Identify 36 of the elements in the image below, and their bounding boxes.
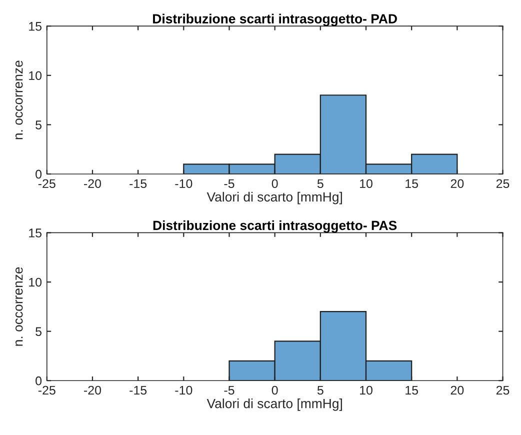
x-tick-label: -5: [224, 179, 234, 188]
x-tick-label: -20: [84, 179, 102, 188]
x-tick-label: 15: [406, 386, 418, 395]
x-tick-label: 25: [496, 179, 510, 188]
x-tick-label: -10: [175, 386, 192, 395]
x-tick-label: 10: [360, 386, 372, 395]
y-axis-title: n. occorrenze: [16, 267, 23, 346]
x-tick-label: -25: [38, 386, 56, 395]
x-tick-label: -15: [130, 386, 147, 395]
y-tick-label: 10: [29, 278, 42, 287]
y-tick-label: 10: [29, 71, 42, 80]
y-tick-label: 0: [36, 170, 42, 179]
x-axis-title: Valori di scarto [mmHg]: [206, 398, 342, 411]
x-axis-title: Valori di scarto [mmHg]: [206, 192, 342, 204]
x-tick-label: 10: [360, 179, 372, 188]
x-tick-label: -15: [130, 179, 147, 188]
y-tick-label: 5: [36, 120, 42, 130]
x-tick-label: -20: [84, 386, 102, 395]
x-tick-label: 20: [450, 179, 464, 188]
x-tick-label: -5: [224, 386, 234, 395]
y-axis-title: n. occorrenze: [16, 60, 23, 140]
y-tick-label: 0: [36, 376, 42, 386]
chart-title: Distribuzione scarti intrasoggetto- PAS: [153, 220, 397, 233]
x-tick-label: 5: [317, 179, 324, 188]
chart-title: Distribuzione scarti intrasoggetto- PAD: [153, 14, 397, 26]
x-tick-label: 5: [317, 386, 324, 395]
x-tick-label: 25: [496, 386, 510, 395]
y-tick-label: 15: [29, 228, 42, 238]
x-tick-label: -10: [175, 179, 192, 188]
x-tick-label: 15: [406, 179, 418, 188]
x-tick-label: 20: [450, 386, 464, 395]
y-tick-label: 15: [29, 22, 42, 31]
x-tick-label: -25: [38, 179, 56, 188]
x-tick-label: 0: [272, 386, 278, 395]
x-tick-label: 0: [272, 179, 278, 188]
y-tick-label: 5: [36, 327, 42, 336]
